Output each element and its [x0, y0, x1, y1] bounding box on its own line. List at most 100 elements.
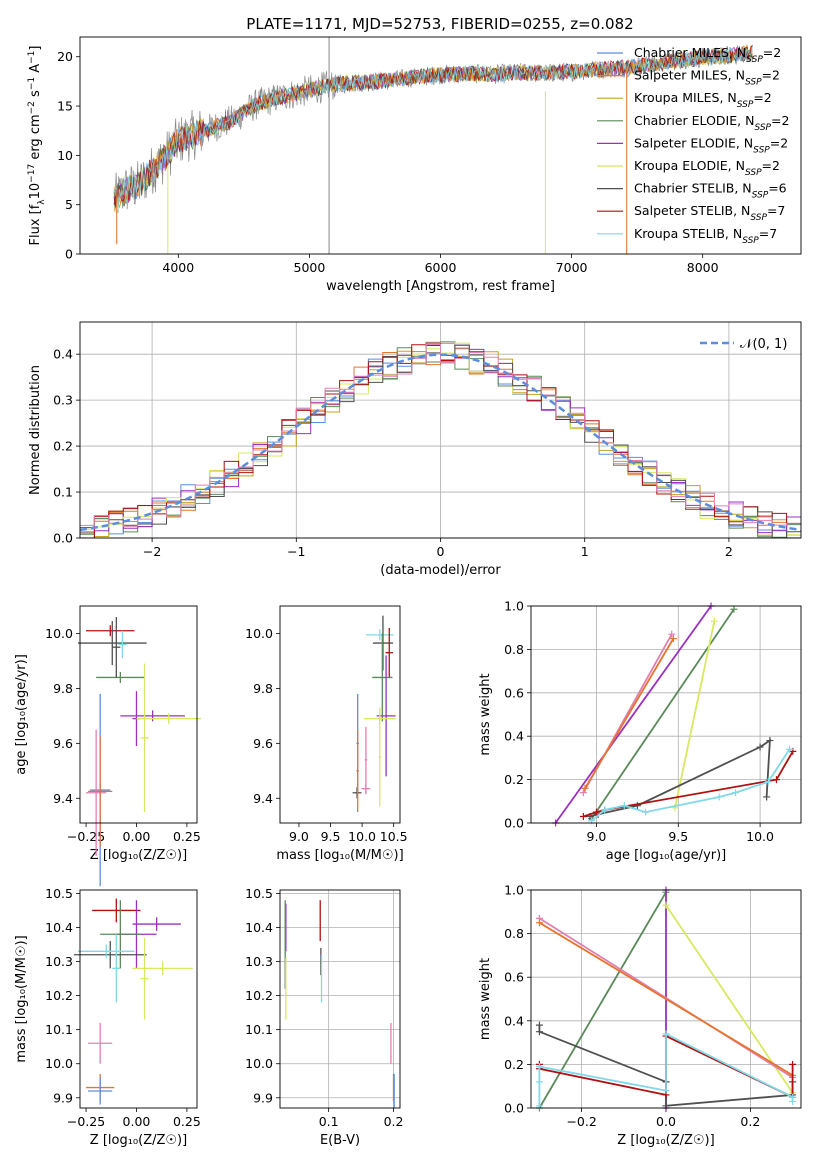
y-tick-label: 0.8 — [504, 926, 524, 941]
y-tick-label: 10.0 — [45, 626, 73, 641]
x-tick-label: 8000 — [687, 260, 719, 275]
spectrum-panel: 4000 5000 6000 7000 8000 0 5 10 15 20 wavelength [… — [27, 36, 802, 294]
massweight-line — [590, 608, 735, 820]
massweight-marker — [669, 635, 677, 643]
legend-label-sub: SSP — [742, 236, 759, 246]
massweight-marker — [535, 1078, 543, 1086]
x-tick-label: 1 — [581, 544, 589, 559]
massweight-marker — [789, 1060, 797, 1068]
massweight-marker — [642, 808, 650, 816]
y-tick-label: 20 — [57, 49, 73, 64]
age-vs-mass-panel: 9.0 9.5 10.0 10.5 9.4 9.6 9.8 10.0 mass [log₁₀(M… — [245, 605, 408, 863]
x-tick-label: 9.0 — [587, 829, 607, 844]
axes-frame — [79, 321, 802, 539]
y-tick-label: 0.2 — [504, 772, 524, 787]
legend-label: Kroupa MILES, NSSP=2 — [634, 90, 772, 110]
y-tick-label: 9.8 — [53, 681, 73, 696]
x-tick-label: −0.2 — [566, 1114, 596, 1129]
massweight-vs-age-panel: 9.0 9.5 10.0 0.0 0.2 0.4 0.6 0.8 1.0 age [log₁₀(a… — [478, 599, 802, 863]
x-tick-label: 0.2 — [384, 1114, 404, 1129]
x-tick-label: 0.25 — [173, 829, 201, 844]
massweight-marker — [662, 901, 670, 909]
x-tick-label: 9.5 — [321, 829, 341, 844]
legend-label-name: Salpeter MILES, N — [634, 68, 745, 83]
x-tick-label: −0.25 — [67, 829, 105, 844]
x-tick-label: 4000 — [162, 260, 194, 275]
y-axis-label-part: −1 — [27, 51, 37, 64]
residuals-panel: −2 −1 0 1 2 0.0 0.1 0.2 0.3 0.4 (data-model)/error… — [28, 321, 802, 578]
massweight-marker — [662, 1087, 670, 1095]
y-tick-label: 10.0 — [45, 1056, 73, 1071]
legend-label: Chabrier STELIB, NSSP=6 — [634, 181, 787, 201]
x-tick-label: 10.0 — [746, 829, 774, 844]
massweight-marker — [579, 789, 587, 797]
massweight-marker — [732, 789, 740, 797]
y-tick-label: 9.6 — [253, 736, 273, 751]
legend-label-count: =2 — [763, 45, 781, 60]
y-tick-label: 10.0 — [245, 1056, 273, 1071]
y-tick-label: 10.3 — [245, 954, 273, 969]
massweight-marker — [766, 737, 774, 745]
massweight-line — [538, 917, 794, 1079]
massweight-line — [590, 748, 791, 822]
legend-label-name: Chabrier ELODIE, N — [634, 113, 754, 128]
massweight-marker — [715, 793, 723, 801]
axes-frame — [530, 889, 802, 1109]
y-tick-label: 9.6 — [53, 736, 73, 751]
y-tick-label: 0.6 — [504, 970, 524, 985]
y-tick-label: 0.4 — [504, 1013, 524, 1028]
y-tick-label: 1.0 — [504, 883, 524, 898]
x-axis-label: age [log₁₀(age/yr)] — [606, 848, 727, 863]
model-spectrum-line — [113, 45, 753, 211]
y-tick-label: 0.2 — [53, 439, 73, 454]
legend-label: Chabrier ELODIE, NSSP=2 — [634, 113, 789, 133]
x-tick-label: 6000 — [425, 260, 457, 275]
y-axis-label: Normed distribution — [28, 365, 43, 495]
massweight-marker — [620, 802, 628, 810]
massweight-marker — [581, 784, 589, 792]
y-tick-label: 10.1 — [245, 1022, 273, 1037]
y-tick-label: 0.0 — [504, 816, 524, 831]
massweight-marker — [579, 812, 587, 820]
legend-label-count: =7 — [759, 226, 777, 241]
x-axis-label: mass [log₁₀(M/M☉)] — [276, 848, 403, 863]
y-axis-label: mass [log₁₀(M/M☉)] — [14, 935, 29, 1062]
y-tick-label: 9.8 — [253, 681, 273, 696]
y-axis-label-part: −1 — [27, 77, 37, 90]
gaussian-reference-curve — [80, 353, 801, 532]
y-axis-label: mass weight — [478, 958, 493, 1040]
y-axis-label-part: ] — [28, 46, 43, 51]
y-axis-label-part: 10 — [28, 183, 43, 200]
x-axis-label: Z [log₁₀(Z/Z☉)] — [90, 1133, 187, 1148]
legend-label-sub: SSP — [746, 55, 763, 65]
legend-label-sub: SSP — [754, 123, 771, 133]
y-tick-label: 10.4 — [45, 920, 73, 935]
x-tick-label: 9.5 — [668, 829, 688, 844]
y-axis-label-part: A — [28, 64, 43, 77]
y-tick-label: 10.4 — [245, 920, 273, 935]
legend-label-count: =2 — [771, 113, 789, 128]
massweight-marker — [756, 743, 764, 751]
y-axis-label-part: −2 — [27, 101, 37, 114]
x-tick-label: 0.00 — [123, 829, 151, 844]
massweight-marker — [772, 776, 780, 784]
x-axis-label: Z [log₁₀(Z/Z☉)] — [90, 848, 187, 863]
y-tick-label: 0.3 — [53, 393, 73, 408]
legend-label: Kroupa STELIB, NSSP=7 — [634, 226, 777, 246]
y-tick-label: 0.4 — [504, 729, 524, 744]
y-axis-label: mass weight — [478, 673, 493, 755]
massweight-line — [674, 621, 716, 808]
y-tick-label: 0.1 — [53, 485, 73, 500]
massweight-marker — [535, 919, 543, 927]
massweight-line — [538, 891, 667, 1109]
massweight-marker — [764, 778, 772, 786]
y-tick-label: 0.0 — [504, 1101, 524, 1116]
legend-label-count: =2 — [762, 158, 780, 173]
x-tick-label: −2 — [143, 544, 161, 559]
y-tick-label: 10.3 — [45, 954, 73, 969]
x-tick-label: 0.0 — [656, 1114, 676, 1129]
massweight-marker — [601, 806, 609, 814]
x-tick-label: 10.0 — [348, 829, 376, 844]
x-tick-label: 9.0 — [289, 829, 309, 844]
